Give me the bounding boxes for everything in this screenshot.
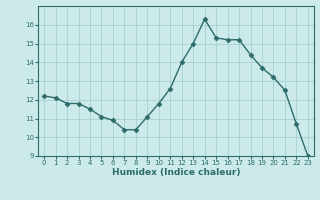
X-axis label: Humidex (Indice chaleur): Humidex (Indice chaleur) bbox=[112, 168, 240, 177]
